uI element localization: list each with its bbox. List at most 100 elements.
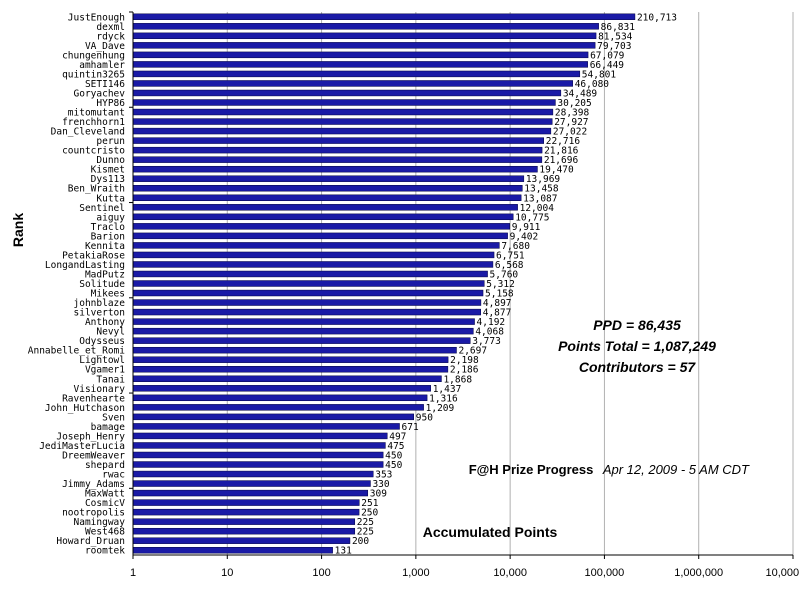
x-axis-title: Accumulated Points <box>423 524 558 540</box>
bar <box>132 80 573 87</box>
category-label: Dunno <box>96 155 125 166</box>
bar <box>132 204 518 211</box>
bar <box>132 270 488 278</box>
value-label: 950 <box>416 412 433 423</box>
bar <box>132 165 538 173</box>
bar <box>132 508 360 516</box>
x-tick-label: 1,000 <box>402 567 430 579</box>
category-label: dexml <box>96 22 125 33</box>
category-label: JediMasterLucia <box>39 441 125 452</box>
category-label: Joseph_Henry <box>56 431 125 442</box>
value-label: 12,004 <box>520 203 555 214</box>
value-label: 6,568 <box>495 260 524 271</box>
category-label: roomtek <box>85 546 125 557</box>
value-label: 67,079 <box>590 50 625 61</box>
bar <box>132 470 374 478</box>
bar <box>132 242 500 249</box>
value-label: 86,831 <box>601 22 636 33</box>
category-label: CosmicV <box>85 498 125 509</box>
value-label: 13,458 <box>524 184 559 195</box>
category-label: frenchhorn1 <box>62 117 125 128</box>
category-label: DreemWeaver <box>62 450 125 461</box>
category-label: Howard_Druan <box>56 536 125 547</box>
x-tick-label: 10,000 <box>493 567 527 579</box>
category-label: VA_Dave <box>85 41 125 52</box>
category-label: Traclo <box>91 222 126 233</box>
value-label: 66,449 <box>590 60 625 71</box>
category-label: Sven <box>102 412 125 423</box>
value-label: 5,158 <box>485 289 514 300</box>
category-label: nootropolis <box>62 508 125 519</box>
bar <box>132 299 482 306</box>
value-label: 353 <box>375 470 392 481</box>
value-label: 200 <box>352 536 369 547</box>
category-label: rdyck <box>96 31 125 42</box>
category-label: aiguy <box>96 212 125 223</box>
bar <box>132 385 431 392</box>
value-label: 309 <box>370 489 387 500</box>
category-label: Kismet <box>91 165 125 176</box>
category-label: West468 <box>85 527 125 538</box>
bar <box>132 480 371 487</box>
value-label: 497 <box>389 431 406 442</box>
value-label: 450 <box>385 460 402 471</box>
category-label: silverton <box>74 308 125 319</box>
y-axis-ticks <box>129 11 133 489</box>
value-label: 5,312 <box>486 279 515 290</box>
category-label: Mikees <box>91 289 125 300</box>
prize-date: Apr 12, 2009 - 5 AM CDT <box>602 462 750 477</box>
bar <box>132 337 471 344</box>
bar <box>132 175 525 182</box>
x-tick-label: 100,000 <box>585 567 625 579</box>
value-label: 27,022 <box>553 127 587 138</box>
bar <box>132 156 543 163</box>
value-label: 2,697 <box>458 346 487 357</box>
bar <box>132 451 384 459</box>
value-labels: 210,71386,83181,53479,70367,07966,44954,… <box>335 12 677 556</box>
value-label: 21,696 <box>544 155 579 166</box>
x-tick-label: 100 <box>312 567 330 579</box>
category-label: Nevyl <box>96 327 125 338</box>
value-label: 3,773 <box>472 336 501 347</box>
bar <box>132 232 508 240</box>
y-axis-title: Rank <box>10 213 26 247</box>
category-label: Lightowl <box>79 355 125 366</box>
value-label: 54,801 <box>582 69 617 80</box>
category-label: MadPutz <box>85 269 125 280</box>
value-label: 22,716 <box>546 136 581 147</box>
category-label: perun <box>96 136 125 147</box>
bar <box>132 356 449 363</box>
category-label: Jimmy_Adams <box>62 479 125 490</box>
ppd-stat: PPD = 86,435 <box>593 317 681 333</box>
value-label: 250 <box>361 508 378 519</box>
category-label: johnblaze <box>74 298 126 309</box>
bar <box>132 375 442 382</box>
bar <box>132 13 636 20</box>
contributors-stat: Contributors = 57 <box>579 359 697 375</box>
category-label: Dys113 <box>91 174 125 185</box>
value-label: 131 <box>335 546 352 557</box>
value-label: 34,489 <box>563 88 598 99</box>
category-label: Sentinel <box>79 203 125 214</box>
bar <box>132 32 597 40</box>
value-label: 1,316 <box>429 393 458 404</box>
value-label: 46,080 <box>575 79 610 90</box>
value-label: 19,470 <box>539 165 574 176</box>
bar <box>132 489 369 497</box>
bar <box>132 51 589 59</box>
value-label: 671 <box>402 422 419 433</box>
bar <box>132 394 428 402</box>
value-label: 225 <box>357 527 374 538</box>
value-label: 475 <box>387 441 404 452</box>
bar <box>132 280 485 287</box>
category-label: John_Hutchason <box>45 403 125 414</box>
value-label: 450 <box>385 450 402 461</box>
bar <box>132 527 356 535</box>
bar <box>132 146 543 154</box>
points-total-stat: Points Total = 1,087,249 <box>558 338 716 354</box>
value-label: 9,402 <box>510 231 539 242</box>
bar <box>132 194 522 201</box>
bar <box>132 42 596 49</box>
value-label: 4,068 <box>475 327 504 338</box>
value-label: 13,969 <box>526 174 561 185</box>
